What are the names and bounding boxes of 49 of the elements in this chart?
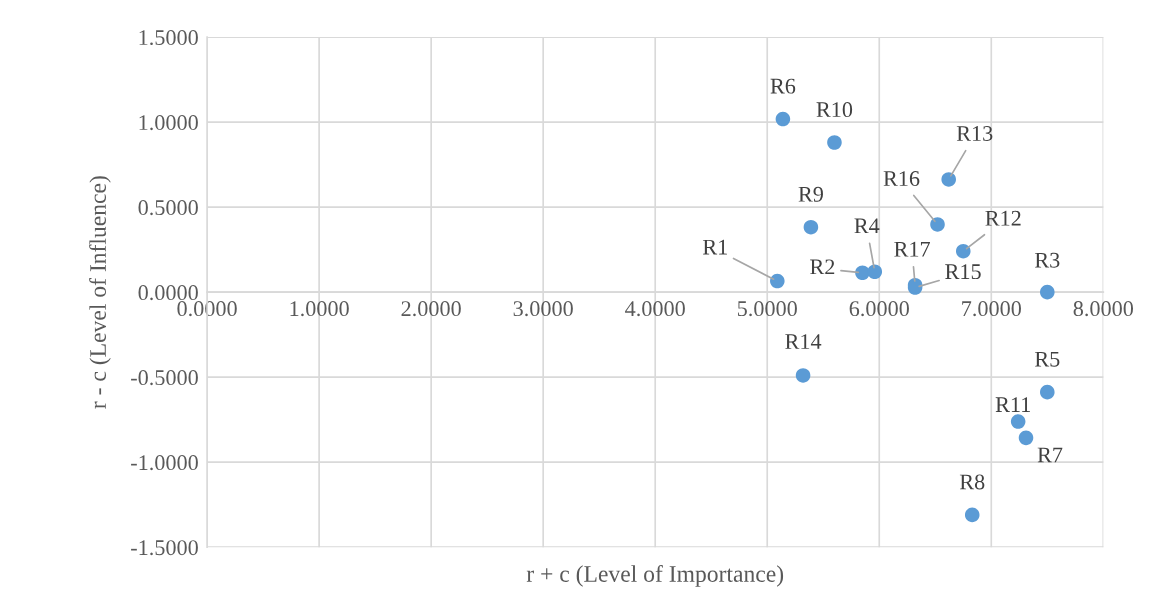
point	[964, 507, 980, 523]
y-tick-label: 0.0000	[138, 285, 198, 301]
x-tick-label: 2.0000	[401, 301, 461, 317]
point	[1018, 430, 1034, 446]
annotation: R17	[894, 241, 930, 257]
point	[1040, 284, 1055, 300]
annotation: R5	[1034, 351, 1060, 367]
x-tick-label: 0.0000	[177, 301, 237, 317]
y-axis-title: r - c (Level of Influence)	[89, 176, 111, 409]
y-tick-label: -1.5000	[131, 540, 198, 556]
point	[775, 111, 791, 127]
annotation: R8	[959, 474, 985, 490]
point	[770, 273, 785, 289]
annotation: R12	[985, 210, 1021, 226]
x-axis-title: r + c (Level of Importance)	[526, 565, 784, 587]
y-tick-label: 1.5000	[139, 30, 198, 46]
x-tick-label: 4.0000	[625, 301, 685, 317]
annotation: R14	[785, 334, 822, 349]
x-tick-label: 8.0000	[1073, 301, 1134, 317]
y-tick-label: -0.5000	[131, 370, 198, 386]
annotation: R11	[995, 397, 1030, 412]
x-tick-label: 6.0000	[849, 301, 909, 317]
point	[867, 264, 883, 280]
point	[941, 172, 956, 187]
annotation: R16	[883, 171, 920, 187]
annotation: R4	[854, 218, 880, 234]
point	[930, 217, 945, 232]
annotation: R9	[798, 186, 823, 202]
x-tick-label: 3.0000	[513, 301, 573, 317]
x-tick-label: 1.0000	[290, 301, 349, 317]
annotation: R10	[816, 102, 853, 118]
annotation: R1	[702, 239, 727, 255]
point	[803, 219, 819, 235]
annotation: R15	[945, 264, 981, 280]
point	[1010, 414, 1026, 429]
annotation: R6	[770, 78, 796, 94]
annotation: R2	[810, 259, 835, 275]
annotation: R3	[1034, 252, 1060, 268]
annotation: R13	[956, 126, 993, 141]
point	[827, 135, 842, 150]
y-tick-label: 1.0000	[139, 115, 198, 131]
annotation: R7	[1037, 447, 1063, 463]
point	[1040, 384, 1055, 400]
point	[955, 243, 971, 259]
x-tick-label: 7.0000	[962, 301, 1021, 317]
x-tick-label: 5.0000	[737, 301, 797, 317]
y-tick-label: -1.0000	[131, 455, 198, 471]
y-tick-label: 0.5000	[138, 200, 198, 216]
point	[795, 368, 811, 383]
